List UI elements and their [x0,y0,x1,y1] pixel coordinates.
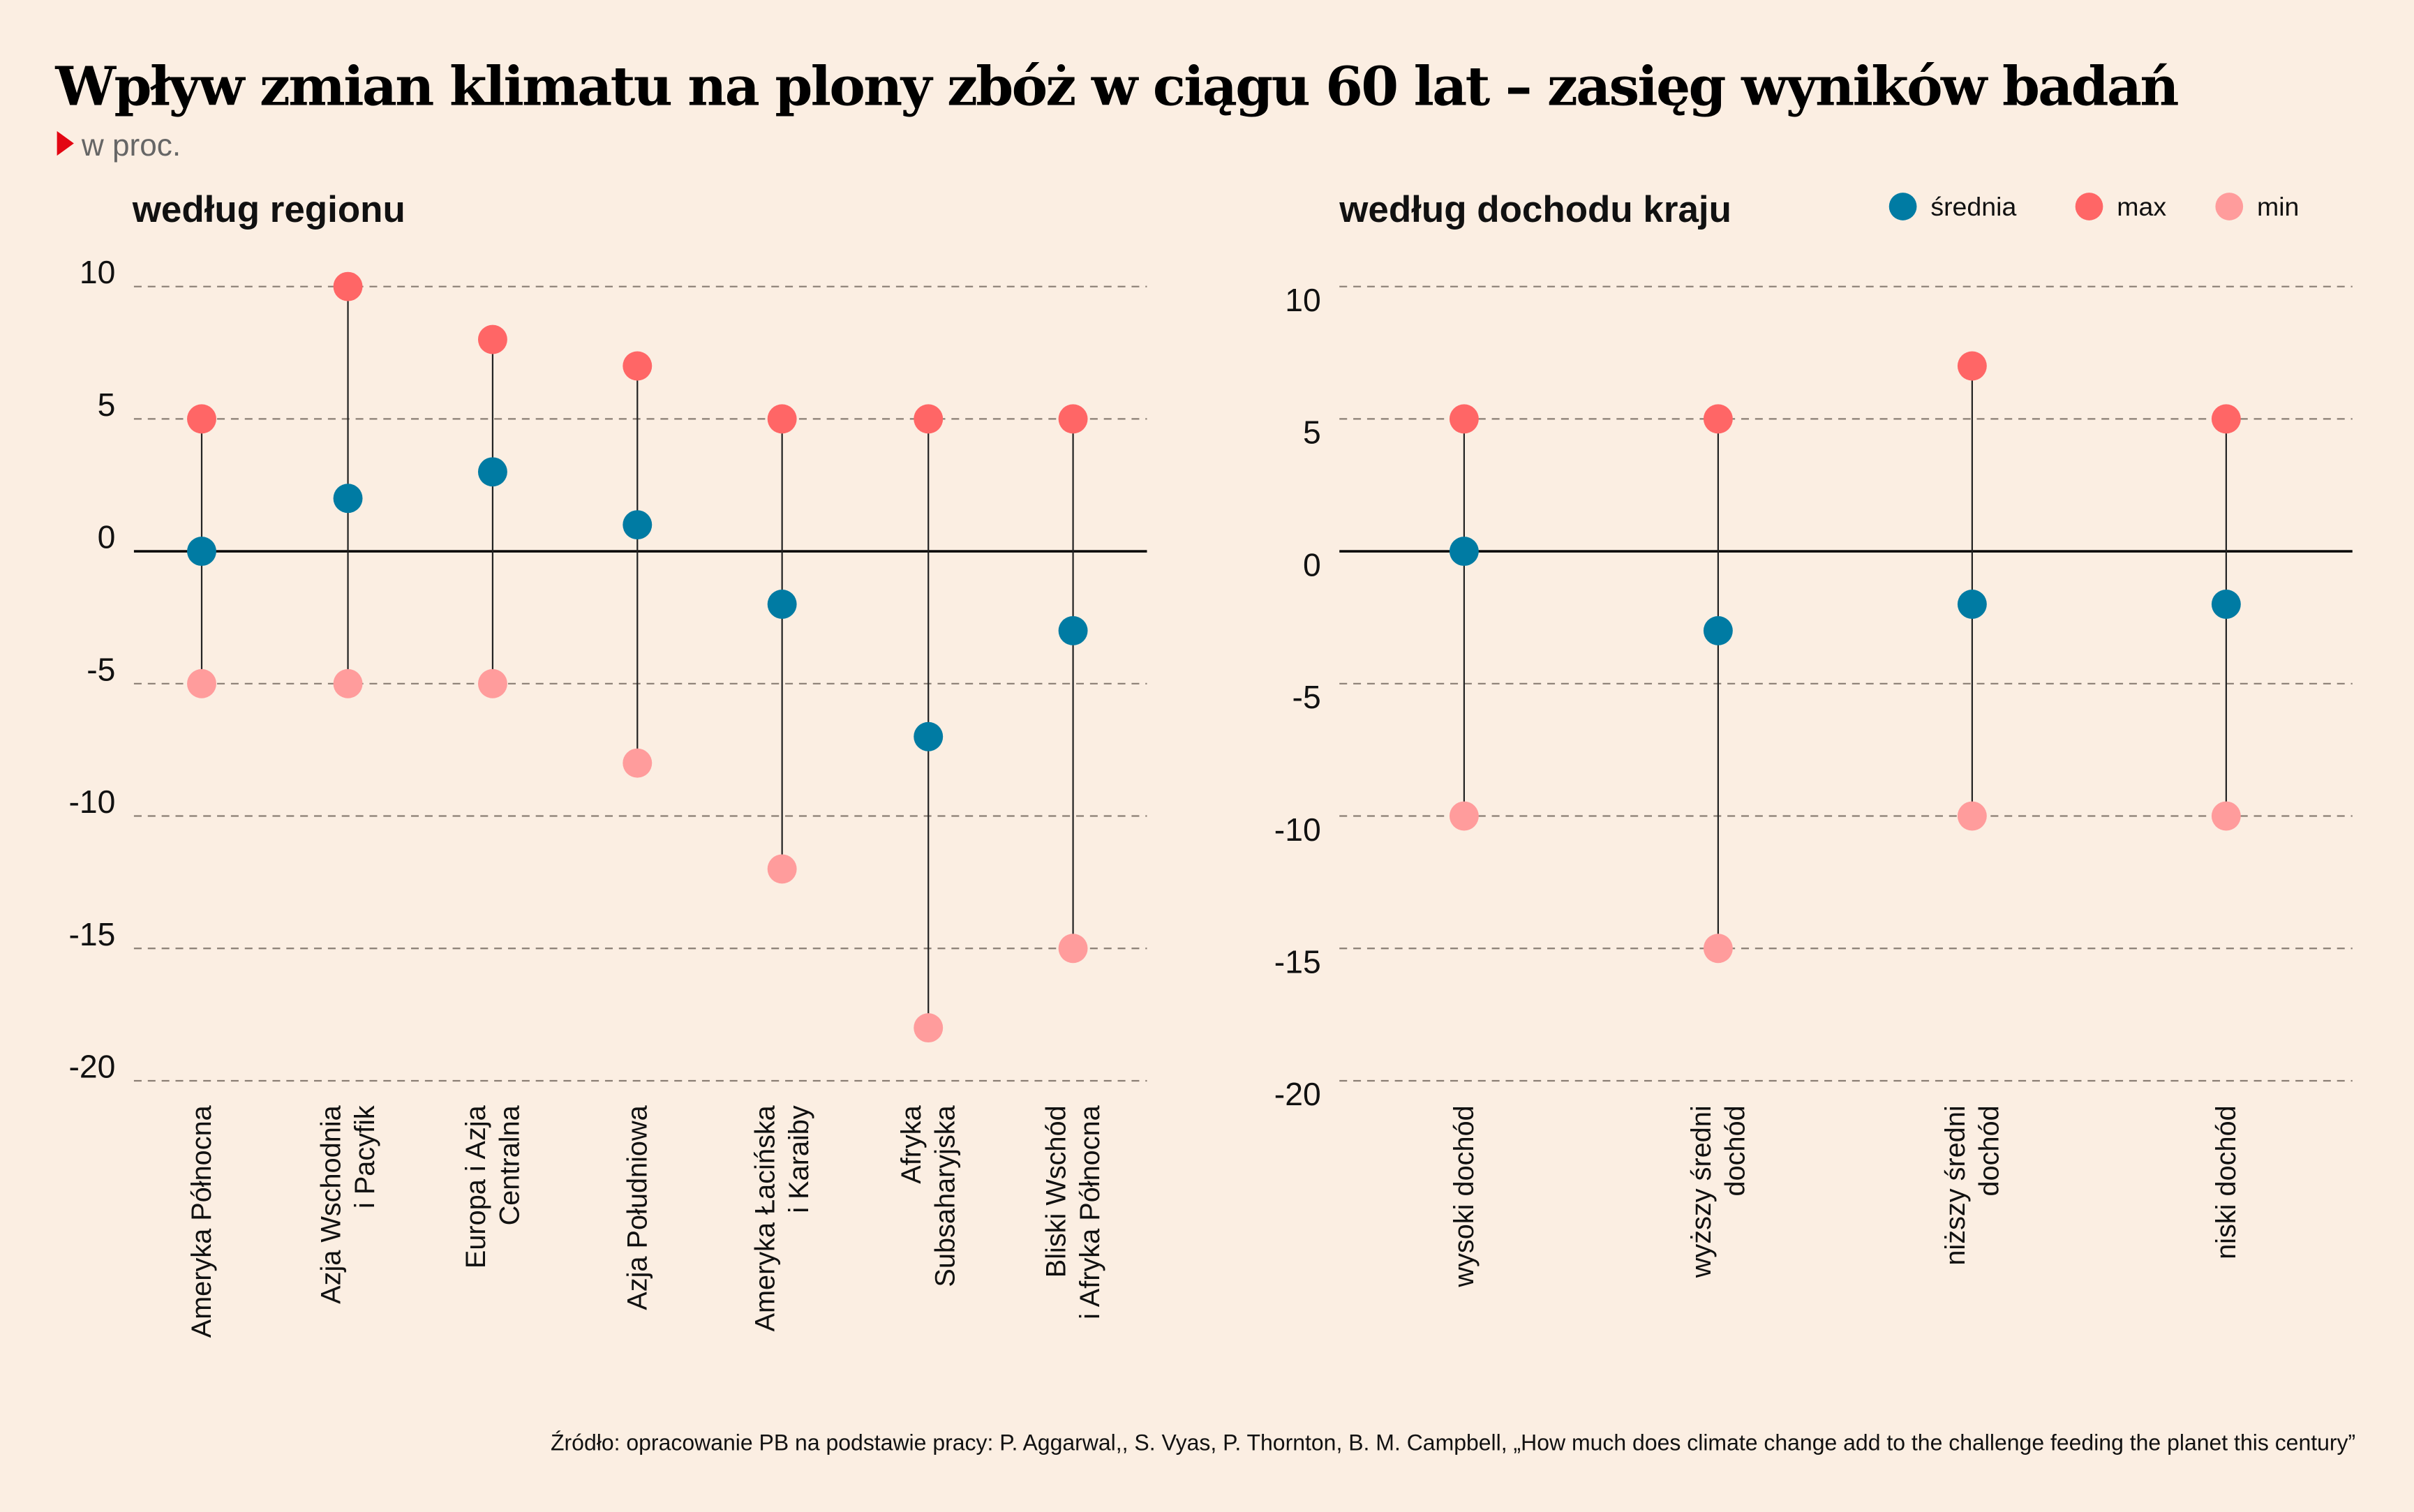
point-min [767,854,797,884]
point-min [477,668,507,698]
y-tick-label: 5 [98,387,116,423]
x-category-label: Europa i Azja [461,1105,491,1268]
x-category-label: Ameryka Łacińska [750,1105,781,1331]
x-category-label: niski dochód [2211,1105,2242,1259]
point-mean [477,457,507,487]
y-tick-label: 10 [80,254,116,290]
x-category-label: i Karaiby [784,1105,814,1213]
y-tick-label: 0 [1303,546,1321,583]
point-mean [187,537,216,567]
x-category-label: Ameryka Północna [186,1105,217,1338]
legend-marker-max [2075,193,2103,220]
x-category-label: dochód [1974,1105,2004,1196]
point-max [187,404,216,434]
point-max [477,324,507,354]
point-mean [2211,590,2241,619]
y-tick-label: 5 [1303,414,1321,451]
point-max [914,404,944,434]
y-tick-label: -15 [1274,944,1321,980]
point-mean [1703,615,1733,645]
point-min [1703,934,1733,964]
point-max [1449,404,1479,434]
y-tick-label: -5 [87,651,115,687]
y-tick-label: -20 [1274,1076,1321,1112]
point-max [1058,404,1088,434]
x-category-label: dochód [1720,1105,1750,1196]
left-chart-title: według regionu [132,189,405,230]
x-category-label: Subsaharyjska [930,1105,961,1287]
x-category-label: i Afryka Północna [1075,1105,1105,1319]
source-note: Źródło: opracowanie PB na podstawie prac… [551,1430,2355,1455]
y-tick-label: -5 [1292,679,1321,715]
point-mean [914,721,944,751]
y-tick-label: 0 [98,519,116,555]
y-tick-label: -10 [1274,811,1321,848]
x-category-label: Centralna [494,1105,525,1225]
point-min [187,668,216,698]
point-mean [623,510,653,540]
point-max [623,351,653,381]
point-min [1957,801,1987,831]
point-min [2211,801,2241,831]
point-min [333,668,363,698]
unit-label: w proc. [81,128,181,163]
point-mean [1058,615,1088,645]
x-category-label: wyższy średni [1686,1105,1717,1278]
x-category-label: i Pacyfik [350,1105,380,1208]
point-max [333,271,363,301]
point-mean [1449,537,1479,567]
y-tick-label: 10 [1285,282,1321,318]
y-tick-label: -15 [69,916,116,952]
point-min [1449,801,1479,831]
legend-marker-min [2215,193,2244,220]
legend-label-mean: średnia [1930,192,2016,221]
x-category-label: niższy średni [1940,1105,1971,1265]
chart-by-income: 10 5 0 -5 -10 -15 -20 wysoki dochód wyższy średn… [1274,282,2353,1288]
point-min [623,748,653,778]
point-mean [767,590,797,619]
point-max [767,404,797,434]
x-category-label: wysoki dochód [1449,1105,1480,1287]
x-category-label: Afryka [896,1105,927,1183]
x-category-label: Azja Południowa [623,1105,653,1310]
legend-label-min: min [2257,192,2299,221]
chart-title: Wpływ zmian klimatu na plony zbóż w ciąg… [54,55,2178,118]
chart-by-region: 10 5 0 -5 -10 -15 -20 Ameryka Północna Azja Wsch… [69,254,1147,1338]
point-max [1703,404,1733,434]
point-max [2211,404,2241,434]
x-category-label: Azja Wschodnia [316,1105,347,1303]
legend: średnia max min [1888,192,2299,221]
y-tick-label: -10 [69,784,116,820]
triangle-marker-icon [57,130,74,156]
x-category-label: Bliski Wschód [1041,1105,1072,1278]
point-mean [333,484,363,514]
point-mean [1957,590,1987,619]
point-min [914,1013,944,1043]
point-max [1957,351,1987,381]
legend-marker-mean [1888,193,1917,220]
y-tick-label: -20 [69,1049,116,1085]
legend-label-max: max [2117,192,2166,221]
point-min [1058,934,1088,964]
right-chart-title: według dochodu kraju [1339,189,1731,230]
